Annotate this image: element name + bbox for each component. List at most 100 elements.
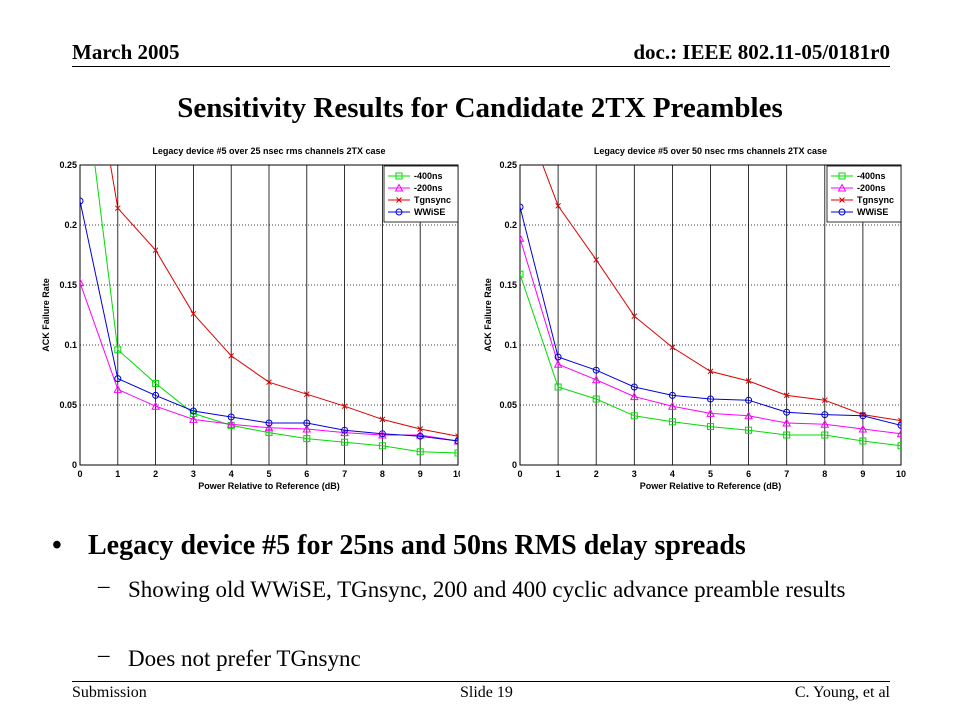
- footer-slide-number: Slide 19: [460, 684, 513, 701]
- data-point: [707, 423, 714, 431]
- x-tick-label: 1: [556, 469, 561, 479]
- x-tick-label: 6: [746, 469, 751, 479]
- data-point: [265, 419, 273, 427]
- data-point: [152, 391, 160, 399]
- data-point: [555, 202, 561, 209]
- legend-label: Tgnsync: [857, 195, 894, 205]
- legend: -400ns -200ns Tgnsync WWiSE: [826, 165, 902, 223]
- x-tick-label: 6: [304, 469, 309, 479]
- data-point: [114, 346, 122, 354]
- data-point: [838, 208, 846, 216]
- grid-lines: [519, 164, 902, 466]
- data-point: [189, 414, 198, 423]
- data-point: [554, 353, 562, 361]
- x-tick-label: 7: [784, 469, 789, 479]
- data-point: [898, 417, 901, 424]
- data-point: [520, 233, 525, 242]
- data-point: [897, 442, 901, 450]
- y-tick-label: 0.15: [59, 280, 77, 290]
- x-tick-label: 8: [380, 469, 385, 479]
- data-point: [416, 432, 424, 440]
- data-point: [80, 197, 84, 205]
- x-tick-label: 5: [266, 469, 271, 479]
- x-tick-label: 7: [342, 469, 347, 479]
- data-point: [114, 375, 122, 383]
- data-point: [378, 430, 386, 438]
- slide-title: Sensitivity Results for Candidate 2TX Pr…: [177, 92, 783, 124]
- x-axis-label: Power Relative to Reference (dB): [198, 481, 340, 491]
- data-point: [302, 424, 312, 433]
- data-point: [897, 421, 901, 429]
- data-point: [745, 396, 753, 404]
- footer-submission: Submission: [72, 684, 147, 701]
- chart-title: Legacy device #5 over 50 nsec rms channe…: [594, 146, 827, 156]
- legend-label: -200ns: [414, 183, 443, 193]
- header-doc-id: doc.: IEEE 802.11-05/0181r0: [633, 40, 890, 64]
- chart-50ns: 0 1 2 3 4 5 6 7 8 9 10 0 0.05 0.1 0.15 0.2 0.25 Legacy de…: [480, 140, 910, 500]
- data-point: [264, 423, 274, 432]
- y-tick-label: 0.05: [59, 400, 77, 410]
- data-point: [190, 310, 197, 317]
- legend-label: -400ns: [857, 171, 886, 181]
- x-tick-label: 10: [453, 469, 460, 479]
- footer-author: C. Young, et al: [794, 684, 890, 701]
- chart-50ns-svg: 0 1 2 3 4 5 6 7 8 9 10 0 0.05 0.1 0.15 0.2 0.25 Legacy de…: [483, 146, 906, 491]
- data-point: [782, 418, 792, 427]
- data-point: [341, 438, 349, 446]
- data-point: [113, 384, 123, 393]
- series-line: [520, 238, 901, 435]
- data-point: [394, 183, 404, 192]
- x-tick-label: 0: [517, 469, 522, 479]
- data-point: [303, 391, 310, 398]
- y-tick-label: 0.2: [64, 220, 77, 230]
- y-axis-label: ACK Failure Rate: [41, 278, 51, 352]
- data-point: [783, 431, 791, 439]
- chart-25ns-svg: 0 1 2 3 4 5 6 7 8 9 10 0 0.05 0.1 0.15 0.2 0.25 Legacy de…: [41, 146, 460, 491]
- data-point: [303, 435, 311, 443]
- x-tick-label: 5: [708, 469, 713, 479]
- sub-bullet-2-text: Does not prefer TGnsync: [128, 646, 361, 671]
- data-point: [745, 426, 753, 434]
- data-point: [226, 419, 236, 428]
- data-point: [783, 392, 790, 399]
- data-point: [592, 395, 600, 403]
- series-line: [520, 206, 901, 426]
- data-point: [706, 408, 715, 417]
- data-point: [417, 426, 424, 432]
- data-point: [591, 375, 601, 384]
- data-point: [189, 407, 197, 415]
- data-point: [520, 203, 524, 211]
- data-point: [707, 395, 714, 403]
- legend-label: WWiSE: [414, 207, 445, 217]
- series-line: [520, 274, 901, 447]
- header-rule: [72, 66, 890, 67]
- x-tick-label: 3: [632, 469, 637, 479]
- x-tick-label: 9: [418, 469, 423, 479]
- x-tick-label: 9: [860, 469, 865, 479]
- y-tick-label: 0.2: [504, 220, 517, 230]
- data-point: [378, 442, 386, 450]
- data-point: [114, 205, 121, 212]
- y-tick-label: 0.1: [64, 340, 77, 350]
- data-point: [520, 270, 524, 278]
- sub-bullet-dash: –: [98, 573, 110, 598]
- data-point: [837, 183, 847, 192]
- data-point: [668, 391, 676, 399]
- data-point: [228, 352, 235, 359]
- data-point: [416, 448, 424, 456]
- series-tgnsync: [542, 165, 901, 424]
- data-point: [454, 437, 458, 445]
- data-point: [152, 247, 159, 254]
- footer-rule: [72, 681, 890, 682]
- x-axis-label: Power Relative to Reference (dB): [640, 481, 782, 491]
- series-200ns: [520, 233, 901, 438]
- data-point: [896, 429, 901, 438]
- chart-title: Legacy device #5 over 25 nsec rms channe…: [152, 146, 385, 156]
- y-tick-label: 0: [512, 460, 517, 470]
- bullet-dot: •: [52, 530, 62, 561]
- data-point: [630, 383, 638, 391]
- data-point: [341, 403, 348, 410]
- legend-label: WWiSE: [857, 207, 888, 217]
- data-point: [378, 430, 387, 439]
- data-point: [593, 256, 600, 263]
